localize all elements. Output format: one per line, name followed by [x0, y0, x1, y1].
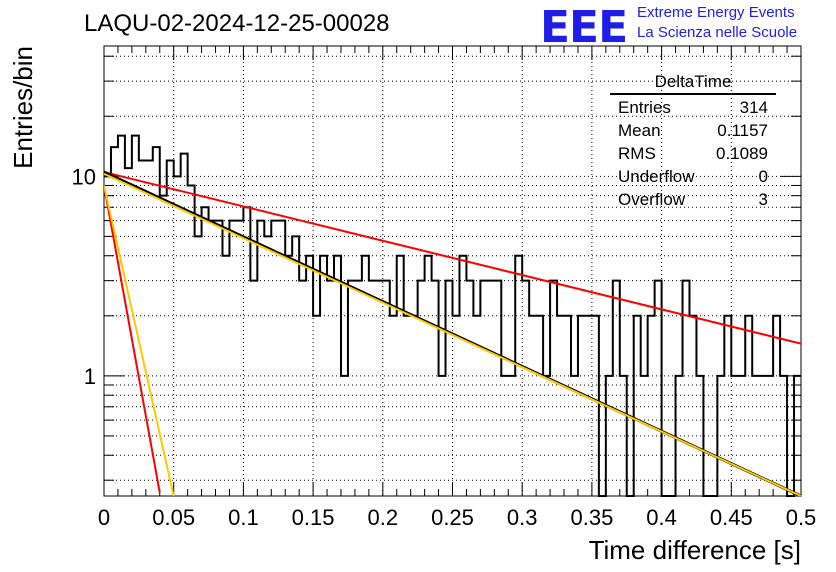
stats-value: 314 — [739, 98, 768, 117]
x-tick-label: 0.45 — [710, 505, 753, 530]
stats-row: Overflow 3 — [610, 188, 776, 211]
stats-divider — [610, 93, 776, 95]
logo-line-2: La Scienza nelle Scuole — [637, 24, 798, 41]
fit-line — [104, 185, 175, 496]
y-tick-label: 10 — [72, 164, 96, 189]
fit-line — [104, 185, 161, 493]
stats-label: Overflow — [618, 190, 686, 209]
stats-value: 3 — [758, 190, 768, 209]
x-tick-label: 0.5 — [786, 505, 817, 530]
stats-row: Entries 314 — [610, 96, 776, 119]
stats-row: Mean 0.1157 — [610, 119, 776, 142]
stats-row: RMS 0.1089 — [610, 142, 776, 165]
stats-box: DeltaTime Entries 314 Mean 0.1157 RMS 0.… — [610, 72, 776, 211]
x-axis-label: Time difference [s] — [589, 535, 801, 565]
stats-row: Underflow 0 — [610, 165, 776, 188]
stats-label: RMS — [618, 144, 656, 163]
stats-value: 0.1157 — [717, 121, 768, 140]
stats-title: DeltaTime — [654, 72, 732, 91]
x-tick-label: 0.3 — [507, 505, 538, 530]
x-tick-label: 0.4 — [646, 505, 677, 530]
stats-label: Underflow — [618, 167, 695, 186]
y-tick-label: 1 — [84, 364, 96, 389]
x-tick-label: 0.05 — [152, 505, 195, 530]
fit-line — [104, 172, 801, 496]
stats-label: Entries — [618, 98, 671, 117]
stats-value: 0.1089 — [716, 144, 768, 163]
histogram-series — [104, 134, 801, 497]
y-axis-label: Entries/bin — [8, 46, 38, 169]
stats-value: 0 — [758, 167, 768, 186]
x-tick-label: 0.35 — [570, 505, 613, 530]
x-tick-label: 0.1 — [228, 505, 259, 530]
x-tick-label: 0.2 — [368, 505, 399, 530]
run-title: LAQU-02-2024-12-25-00028 — [84, 10, 390, 37]
x-tick-label: 0.15 — [292, 505, 335, 530]
x-tick-label: 0.25 — [431, 505, 474, 530]
logo-line-1: Extreme Energy Events — [637, 4, 795, 21]
eee-logo: EEE — [540, 2, 628, 53]
x-tick-label: 0 — [98, 505, 110, 530]
fit-line — [104, 171, 801, 345]
stats-label: Mean — [618, 121, 661, 140]
